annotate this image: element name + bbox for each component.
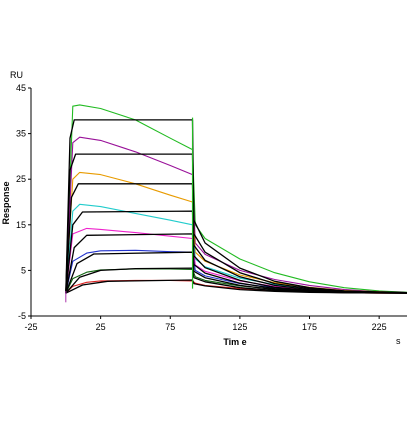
x-tick-label: 225 bbox=[372, 322, 387, 332]
x-tick-label: 175 bbox=[302, 322, 317, 332]
fit-curve-9 bbox=[65, 119, 408, 294]
x-axis-title: Tim e bbox=[223, 337, 246, 347]
x-tick-label: 125 bbox=[232, 322, 247, 332]
x-tick-label: 25 bbox=[96, 322, 106, 332]
axes: -5 5 15 25 35 45 -25 25 75 125 175 225 bbox=[16, 83, 407, 332]
y-axis-title: Response bbox=[1, 181, 11, 224]
y-tick-label: 35 bbox=[16, 129, 26, 139]
y-tick-label: 5 bbox=[21, 265, 26, 275]
y-tick-label: 15 bbox=[16, 220, 26, 230]
measured-curve-5 bbox=[65, 227, 408, 294]
y-tick-label: 45 bbox=[16, 83, 26, 93]
y-tick-label: -5 bbox=[18, 311, 26, 321]
measured-curve-1 bbox=[65, 104, 408, 294]
fit-curve-16 bbox=[65, 279, 408, 294]
plot-area bbox=[65, 104, 408, 303]
y-tick-label: 25 bbox=[16, 174, 26, 184]
y-axis-unit-label: RU bbox=[10, 70, 23, 80]
fit-curve-10 bbox=[65, 153, 408, 294]
x-tick-label: 75 bbox=[165, 322, 175, 332]
x-tick-label: -25 bbox=[24, 322, 37, 332]
x-axis-unit-label: s bbox=[396, 336, 401, 346]
